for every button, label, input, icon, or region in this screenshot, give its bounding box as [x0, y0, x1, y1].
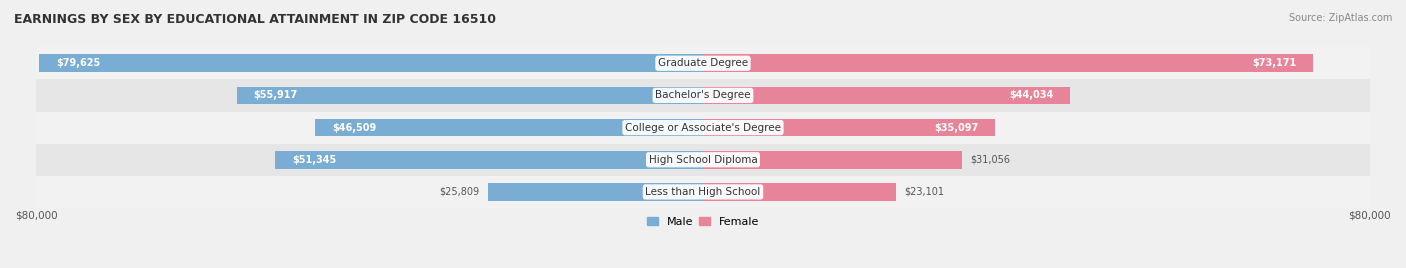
Bar: [238, 87, 703, 104]
Text: $23,101: $23,101: [904, 187, 943, 197]
Bar: [37, 176, 1369, 208]
Bar: [39, 54, 703, 72]
Bar: [703, 119, 995, 136]
Bar: [37, 47, 1369, 79]
Text: $51,345: $51,345: [292, 155, 336, 165]
Legend: Male, Female: Male, Female: [643, 213, 763, 231]
Text: Bachelor's Degree: Bachelor's Degree: [655, 90, 751, 100]
Text: $44,034: $44,034: [1010, 90, 1053, 100]
Text: Graduate Degree: Graduate Degree: [658, 58, 748, 68]
Bar: [37, 79, 1369, 111]
Text: Source: ZipAtlas.com: Source: ZipAtlas.com: [1288, 13, 1392, 23]
Text: $35,097: $35,097: [935, 122, 979, 133]
Text: $79,625: $79,625: [56, 58, 100, 68]
Text: High School Diploma: High School Diploma: [648, 155, 758, 165]
Text: $25,809: $25,809: [440, 187, 479, 197]
Bar: [276, 151, 703, 169]
Bar: [703, 183, 896, 201]
Bar: [37, 111, 1369, 144]
Text: $31,056: $31,056: [970, 155, 1010, 165]
Bar: [37, 144, 1369, 176]
Text: $73,171: $73,171: [1251, 58, 1296, 68]
Bar: [703, 87, 1070, 104]
Text: $55,917: $55,917: [253, 90, 298, 100]
Bar: [488, 183, 703, 201]
Bar: [703, 54, 1313, 72]
Text: $46,509: $46,509: [332, 122, 377, 133]
Text: Less than High School: Less than High School: [645, 187, 761, 197]
Bar: [703, 151, 962, 169]
Bar: [315, 119, 703, 136]
Text: College or Associate's Degree: College or Associate's Degree: [626, 122, 780, 133]
Text: EARNINGS BY SEX BY EDUCATIONAL ATTAINMENT IN ZIP CODE 16510: EARNINGS BY SEX BY EDUCATIONAL ATTAINMEN…: [14, 13, 496, 27]
